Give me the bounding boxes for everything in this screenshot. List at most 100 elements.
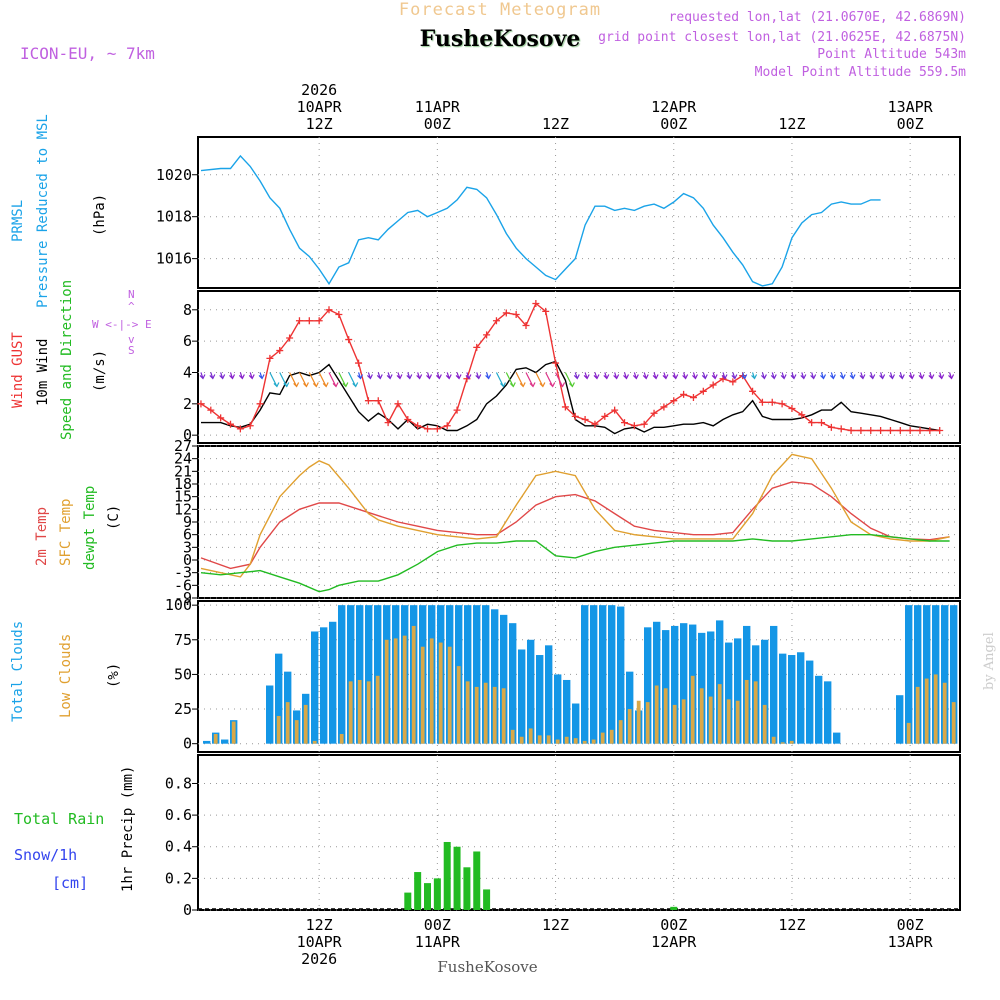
low-cloud-bar <box>591 739 596 744</box>
low-cloud-bar <box>690 675 695 744</box>
gust-marker <box>581 415 589 423</box>
gust-marker <box>433 425 441 433</box>
precip-bar <box>463 867 471 910</box>
y-tick-label: 0.4 <box>165 838 192 856</box>
low-cloud-bar <box>537 735 542 744</box>
total-cloud-bar <box>464 605 472 744</box>
point-altitude: Point Altitude 543m <box>817 47 966 62</box>
y-tick-label: 3 <box>183 538 192 556</box>
total-cloud-bar <box>221 739 229 744</box>
low-cloud-bar <box>924 678 929 744</box>
precip-bar <box>443 841 451 910</box>
total-cloud-bar <box>923 605 931 744</box>
y-tick-label: 6 <box>183 332 192 350</box>
time-label: 10APR <box>297 933 343 951</box>
gust-marker <box>443 422 451 430</box>
gust-marker <box>837 425 845 433</box>
gust-marker <box>749 387 757 395</box>
time-label: 13APR <box>888 933 934 951</box>
low-cloud-bar <box>213 733 218 744</box>
total-cloud-bar <box>554 674 562 744</box>
total-cloud-bar <box>761 639 769 744</box>
low-cloud-bar <box>609 729 614 744</box>
low-cloud-bar <box>429 638 434 744</box>
time-label: 11APR <box>415 98 461 116</box>
total-cloud-bar <box>266 685 274 744</box>
wind-direction-arrow <box>396 372 403 380</box>
total-cloud-bar <box>509 623 517 744</box>
time-label: 12APR <box>651 98 697 116</box>
gust-marker <box>847 426 855 434</box>
low-cloud-bar <box>645 702 650 744</box>
low-cloud-bar <box>573 738 578 744</box>
gust-marker <box>699 387 707 395</box>
wind-direction-arrow <box>376 372 383 380</box>
gust-marker <box>246 422 254 430</box>
time-label: 00Z <box>897 916 924 934</box>
wind-direction-arrow <box>820 372 827 380</box>
wind-direction-arrow <box>209 372 216 380</box>
panel-frame <box>197 754 961 911</box>
closest-coords: grid point closest lon,lat (21.0625E, 42… <box>598 30 966 45</box>
low-cloud-bar <box>456 666 461 744</box>
gust-marker <box>522 321 530 329</box>
total-cloud-bar <box>338 605 346 744</box>
total-cloud-bar <box>482 605 490 744</box>
compass-we: W <-|-> E <box>92 318 152 331</box>
total-cloud-bar <box>644 627 652 744</box>
total-cloud-bar <box>725 642 733 744</box>
requested-coords: requested lon,lat (21.0670E, 42.6869N) <box>668 10 966 25</box>
precip-panel: 0 0.2 0.4 0.6 0.8 <box>165 754 961 919</box>
wind-direction-arrow <box>525 372 536 388</box>
precip-bar <box>433 878 441 910</box>
time-label: 10APR <box>297 98 343 116</box>
wind-direction-arrow <box>357 372 364 380</box>
precip-bar <box>404 892 412 910</box>
model-label: ICON-EU, ~ 7km <box>20 44 155 63</box>
wind-direction-arrow <box>731 372 738 380</box>
precip-bar <box>473 851 481 910</box>
wind-direction-arrow <box>849 372 856 380</box>
gust-marker <box>266 354 274 362</box>
wind-direction-arrow <box>682 372 689 380</box>
total-cloud-bar <box>329 621 337 744</box>
low-cloud-bar <box>915 686 920 744</box>
gust-marker <box>394 400 402 408</box>
total-cloud-bar <box>833 732 841 744</box>
compass-n: N <box>128 288 135 301</box>
gust-marker <box>424 425 432 433</box>
time-label: 12Z <box>778 916 805 934</box>
y-tick-label: 1018 <box>156 208 192 226</box>
total-cloud-bar <box>473 605 481 744</box>
gust-marker <box>591 420 599 428</box>
temp-2m-line <box>200 481 950 570</box>
low-cloud-bar <box>933 674 938 744</box>
wind-direction-arrow <box>545 372 556 388</box>
y-tick-label: 21 <box>174 462 192 480</box>
low-cloud-bar <box>438 642 443 744</box>
low-cloud-bar <box>627 709 632 744</box>
low-cloud-bar <box>699 688 704 744</box>
wind-direction-arrow <box>632 372 639 380</box>
total-rain-label: Total Rain <box>14 810 105 828</box>
low-cloud-bar <box>357 679 362 744</box>
gust-marker <box>798 411 806 419</box>
total-cloud-bar <box>716 620 724 744</box>
low-cloud-bar <box>744 679 749 744</box>
wind-direction-arrow <box>573 372 580 380</box>
gust-marker <box>601 412 609 420</box>
total-cloud-bar <box>347 605 355 744</box>
wind-direction-arrow <box>199 372 206 380</box>
gust-marker <box>857 426 865 434</box>
y-tick-label: 100 <box>165 596 192 614</box>
low-cloud-bar <box>519 736 524 744</box>
wind-direction-arrow <box>918 372 925 380</box>
wind-direction-arrow <box>859 372 866 380</box>
wind-direction-arrow <box>898 372 905 380</box>
wind-direction-arrow <box>248 372 255 380</box>
total-cloud-bar <box>500 614 508 744</box>
wind-direction-arrow <box>564 372 575 388</box>
wind-direction-arrow <box>652 372 659 380</box>
total-cloud-bar <box>671 625 679 744</box>
